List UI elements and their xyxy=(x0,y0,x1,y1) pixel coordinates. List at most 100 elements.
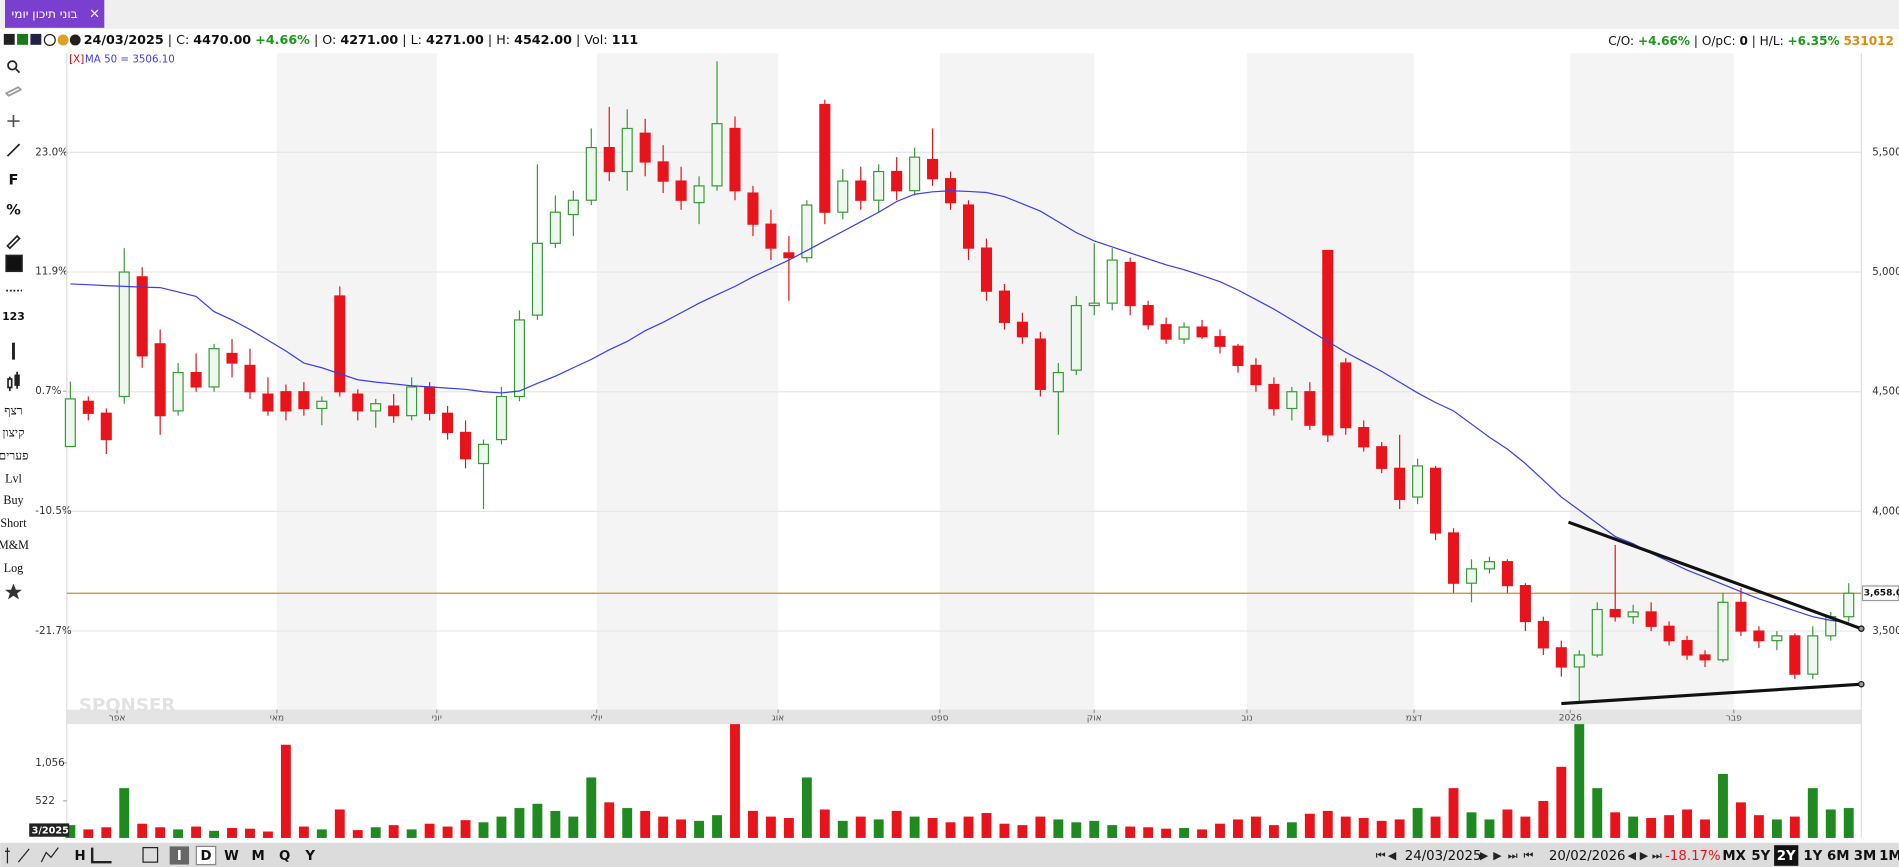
info-value: 0 xyxy=(1739,34,1747,48)
candle-body xyxy=(1124,261,1136,307)
period-button[interactable]: MX xyxy=(1722,849,1745,864)
volume-bar xyxy=(1789,816,1800,838)
tool-button[interactable]: % xyxy=(6,203,21,219)
bottom-button[interactable]: I xyxy=(177,849,182,864)
candle-body xyxy=(998,290,1010,323)
info-label: | C: xyxy=(168,31,189,46)
volume-bar xyxy=(424,823,435,838)
volume-bar xyxy=(945,822,956,838)
candle-body xyxy=(1483,561,1496,570)
nav-arrow[interactable]: ◀ xyxy=(1628,849,1637,862)
bottom-button[interactable]: H xyxy=(75,849,86,864)
tool-button[interactable]: רצף xyxy=(4,403,23,417)
tool-button[interactable]: קיצון xyxy=(2,425,24,439)
candle-body xyxy=(1771,635,1783,642)
tool-button[interactable]: Short xyxy=(0,516,27,530)
volume-bar xyxy=(1753,815,1764,838)
nav-arrow[interactable]: ⏮ xyxy=(1376,849,1386,862)
volume-bar xyxy=(1107,825,1118,838)
candle-body xyxy=(549,211,561,244)
candle-body xyxy=(1519,584,1531,623)
tool-button[interactable]: Buy xyxy=(3,493,23,507)
info-value: +6.35% xyxy=(1788,34,1840,48)
volume-bar xyxy=(1538,800,1549,838)
candle-body xyxy=(1537,620,1549,649)
nav-arrow[interactable]: ▶ xyxy=(1480,849,1489,862)
volume-bar xyxy=(209,830,219,838)
tab[interactable] xyxy=(5,0,105,28)
candle-body xyxy=(531,242,543,316)
volume-bar xyxy=(514,808,525,838)
volume-bar xyxy=(819,809,830,838)
candle-body xyxy=(1394,467,1406,501)
y-tick-label: 4,000 xyxy=(1872,505,1899,517)
tool-button[interactable]: Lvl xyxy=(5,471,22,485)
info-label: | O/pC: xyxy=(1694,34,1736,48)
month-shade xyxy=(276,53,437,710)
candle-body xyxy=(1268,383,1280,410)
volume-bar xyxy=(532,803,543,838)
info-value: 4271.00 xyxy=(426,31,484,46)
volume-bar xyxy=(1825,809,1836,838)
price-label: 3,658.00 xyxy=(1864,589,1899,599)
bottom-icons xyxy=(5,847,159,864)
bottom-button[interactable]: D xyxy=(200,849,211,864)
candle-body xyxy=(1304,391,1316,426)
tool-button[interactable]: M&M xyxy=(0,538,29,552)
candle-body xyxy=(460,431,472,460)
nav-arrow[interactable]: ⏭ xyxy=(1652,849,1662,862)
tool-button[interactable]: 123 xyxy=(2,310,25,323)
candle-body xyxy=(657,161,669,182)
tool-button[interactable]: פערים xyxy=(0,448,28,462)
candle-body xyxy=(1088,302,1100,307)
x-tick-label: פבר xyxy=(1726,714,1742,724)
volume-bar xyxy=(1736,802,1746,838)
button-bg xyxy=(195,845,217,866)
tab-close[interactable]: × xyxy=(89,6,100,21)
y2-tick-label: 23.0% xyxy=(35,147,68,159)
volume-bar xyxy=(1628,816,1639,838)
bottom-button[interactable]: Q xyxy=(279,849,290,864)
volume-bar xyxy=(765,816,776,838)
period-button[interactable]: 3M xyxy=(1854,849,1876,864)
nav-arrow[interactable]: ⏮ xyxy=(1523,849,1533,862)
candle-body xyxy=(1430,467,1442,534)
nav-arrow[interactable]: ⏭ xyxy=(1508,849,1518,862)
volume-bar xyxy=(1466,812,1477,838)
nav-arrow[interactable]: ▶ xyxy=(1493,849,1502,862)
candle-body xyxy=(64,398,76,448)
candle-body xyxy=(1573,654,1585,668)
legend: MA 50 = 3506.10 xyxy=(85,53,175,65)
nav-arrow[interactable]: ◀ xyxy=(1388,849,1397,862)
period-button[interactable]: 2Y xyxy=(1777,849,1796,864)
bottom-button[interactable]: M xyxy=(251,849,264,864)
y-tick-label: 5,000 xyxy=(1872,266,1899,278)
tool-button[interactable]: Log xyxy=(4,561,23,575)
period-button[interactable]: 6M xyxy=(1827,849,1849,864)
volume-bar xyxy=(263,831,273,838)
volume-bar xyxy=(460,820,471,838)
volume-bar xyxy=(801,777,812,838)
candle-body xyxy=(567,199,579,216)
range-from[interactable]: 24/03/2025 xyxy=(1405,849,1482,864)
volume-bar xyxy=(1268,825,1279,838)
bottom-button[interactable]: Y xyxy=(304,849,315,864)
y2-tick-label: 11.9% xyxy=(35,265,68,277)
legend-close[interactable]: [X] xyxy=(69,53,84,65)
period-button[interactable]: 1M xyxy=(1879,849,1899,864)
volume-bar xyxy=(1340,816,1351,838)
range-to[interactable]: 20/02/2026 xyxy=(1549,849,1626,864)
candle-body xyxy=(783,252,795,259)
tool-button[interactable]: F xyxy=(9,172,19,188)
bottom-button[interactable]: W xyxy=(224,849,239,864)
info-label: | Vol: xyxy=(576,31,608,46)
info-left: 24/03/2025 | C: 4470.00 +4.66% | O: 4271… xyxy=(84,31,639,46)
candle-body xyxy=(82,400,94,414)
nav-arrow[interactable]: ▶ xyxy=(1640,849,1649,862)
candle-body xyxy=(442,412,454,434)
period-button[interactable]: 5Y xyxy=(1751,849,1770,864)
volume-bar xyxy=(927,818,938,838)
cursor-label: 3/2025 xyxy=(32,826,69,837)
period-button[interactable]: 1Y xyxy=(1803,849,1822,864)
